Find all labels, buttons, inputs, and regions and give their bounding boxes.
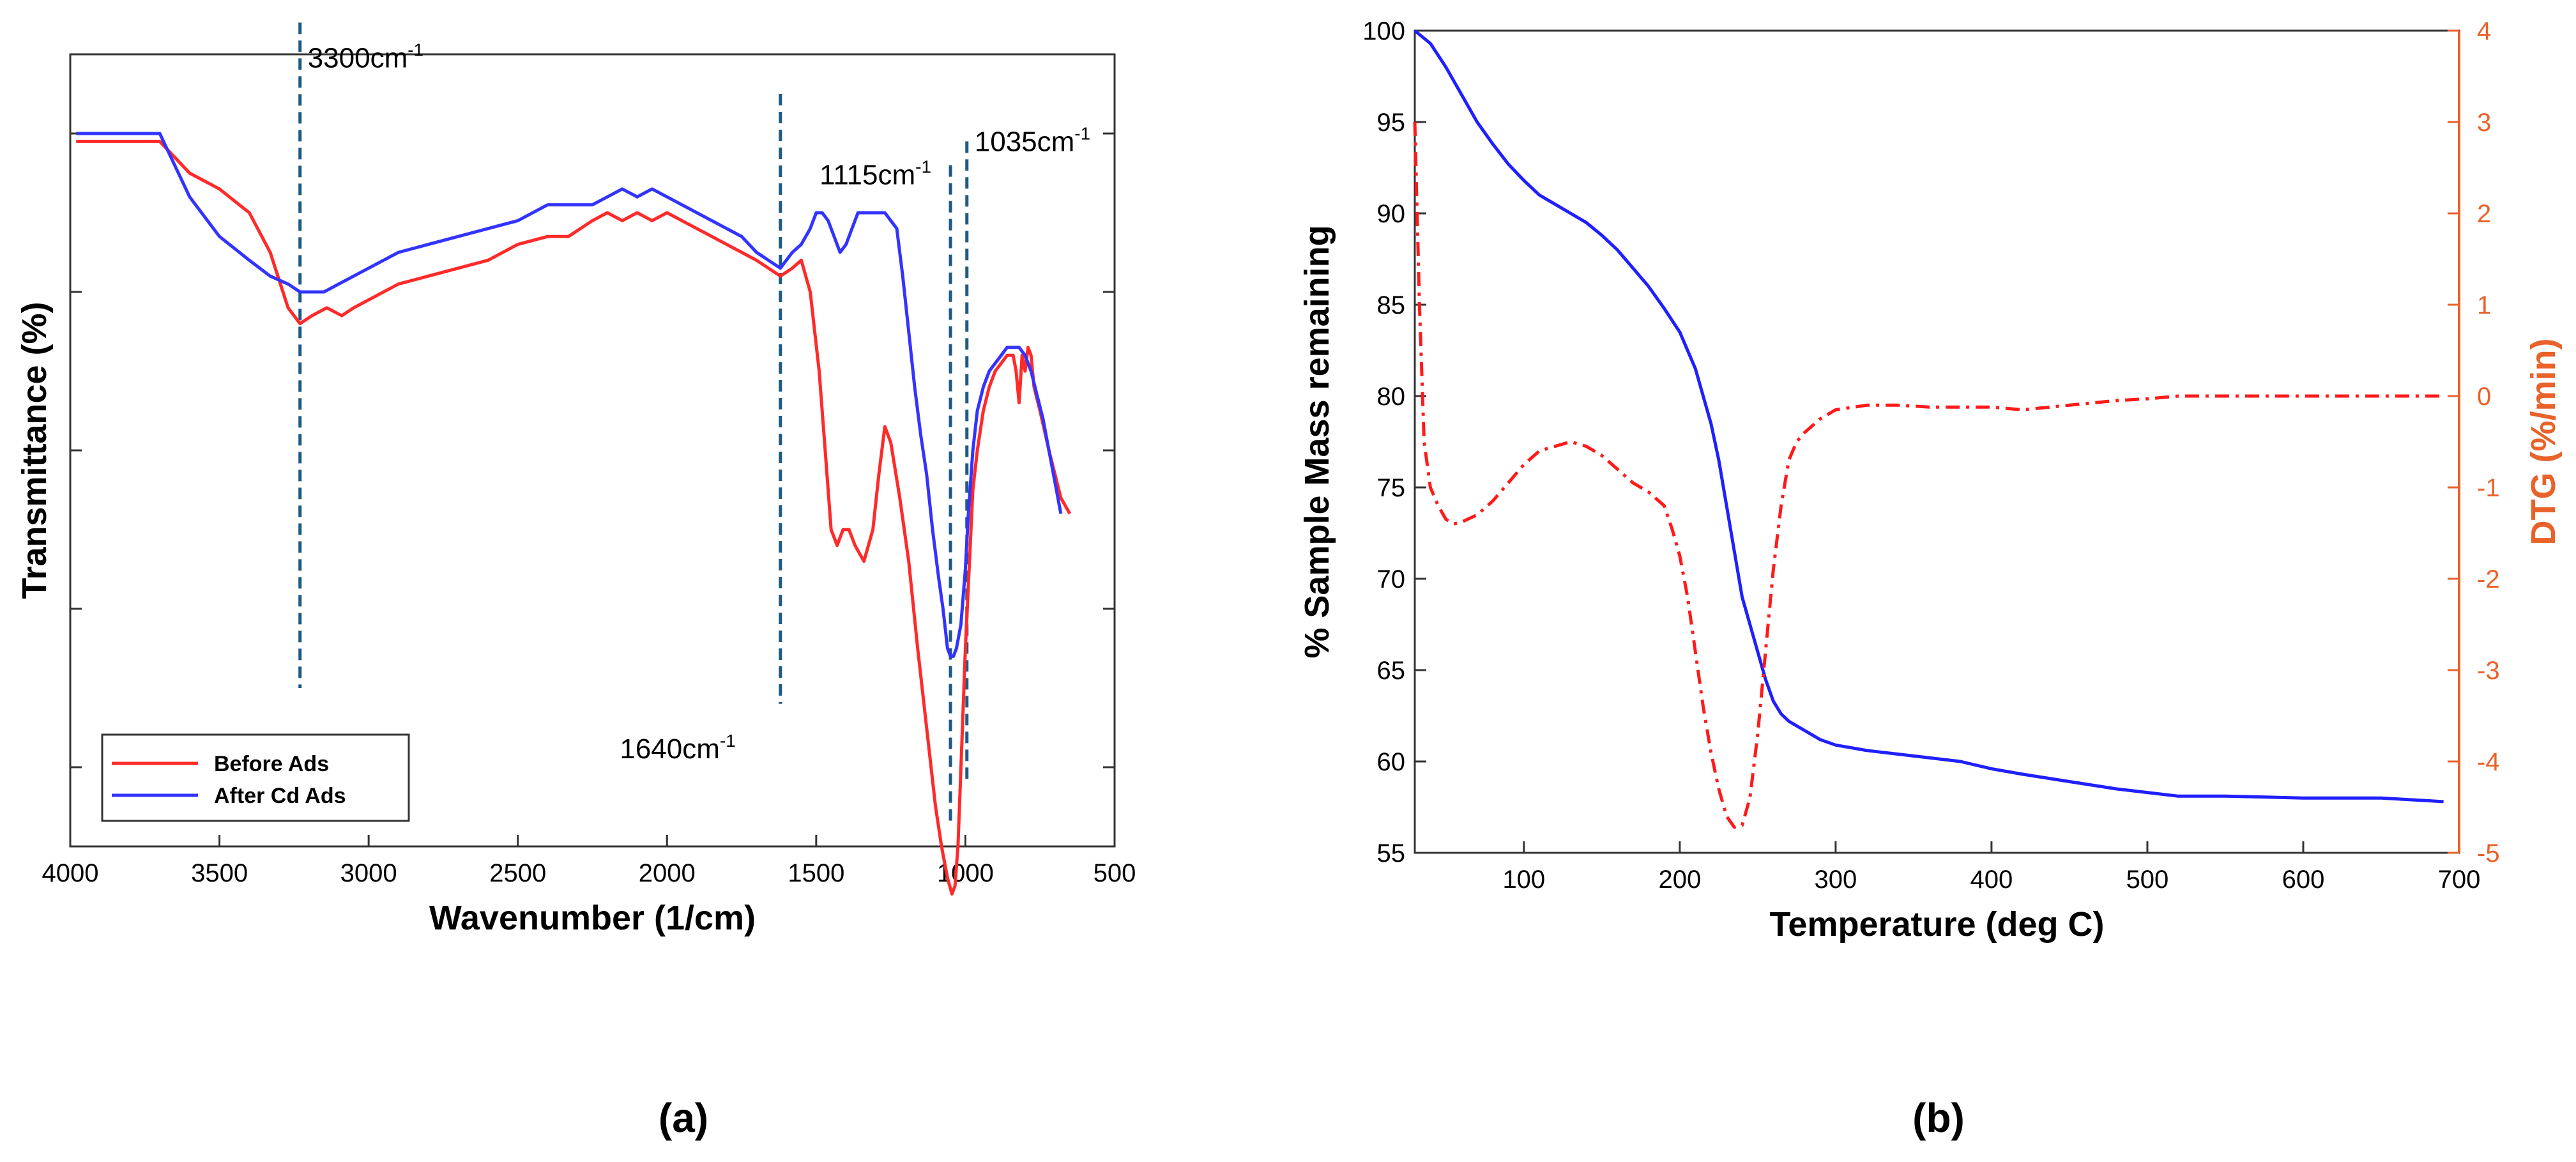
legend-entry: Before Ads bbox=[214, 752, 329, 776]
tga-right-y-tick-label: -5 bbox=[2477, 839, 2500, 868]
tga-y-tick-label: 60 bbox=[1377, 748, 1406, 776]
tga-right-y-tick-label: -2 bbox=[2477, 565, 2500, 593]
ftir-x-axis-title: Wavenumber (1/cm) bbox=[429, 899, 756, 937]
panel-label-b: (b) bbox=[1912, 1095, 1965, 1141]
ftir-x-ticks: 4000 3500 3000 2500 2000 1500 1000 500 bbox=[42, 835, 1136, 887]
tga-x-tick-label: 400 bbox=[1970, 866, 2013, 894]
series-line-after-cd-ads bbox=[76, 132, 1063, 658]
tga-x-tick-label: 200 bbox=[1658, 866, 1701, 894]
tga-right-y-tick-label: 3 bbox=[2477, 109, 2491, 137]
legend-entry: After Cd Ads bbox=[214, 784, 346, 808]
tga-y-axis-title: % Sample Mass remaining bbox=[1298, 225, 1336, 658]
tga-right-y-tick-label: -1 bbox=[2477, 474, 2500, 502]
ftir-x-tick-label: 3500 bbox=[191, 859, 248, 887]
tga-x-tick-label: 500 bbox=[2126, 866, 2169, 894]
ftir-x-tick-label: 4000 bbox=[42, 859, 99, 887]
tga-plot-area bbox=[1414, 29, 2460, 854]
tga-y-tick-label: 90 bbox=[1377, 200, 1406, 228]
tga-chart-panel: 100 200 300 400 500 600 700 55 60 65 70 75 80 85 90 95… bbox=[1298, 17, 2563, 1141]
tga-series bbox=[1413, 29, 2444, 829]
tga-y-tick-label: 70 bbox=[1377, 565, 1406, 593]
peak-label: 1115cm-1 bbox=[819, 157, 931, 191]
ftir-x-tick-label: 500 bbox=[1094, 859, 1136, 887]
series-line-before-ads bbox=[76, 139, 1072, 896]
tga-x-tick-label: 300 bbox=[1815, 866, 1857, 894]
tga-right-y-tick-label: 0 bbox=[2477, 383, 2491, 411]
ftir-plot-area bbox=[69, 53, 1116, 848]
tga-x-tick-label: 600 bbox=[2282, 866, 2325, 894]
ftir-x-tick-label: 3000 bbox=[340, 859, 397, 887]
tga-right-y-tick-label: 4 bbox=[2477, 17, 2491, 45]
ftir-y-ticks bbox=[70, 132, 1115, 768]
tga-right-y-tick-label: 1 bbox=[2477, 291, 2491, 319]
tga-right-y-tick-label: 2 bbox=[2477, 200, 2491, 228]
ftir-peak-annotations: 3300cm-1 1640cm-1 1115cm-1 1035cm-1 bbox=[298, 22, 1090, 823]
tga-right-y-tick-label: -3 bbox=[2477, 657, 2500, 685]
ftir-y-axis-title: Transmittance (%) bbox=[15, 302, 54, 599]
ftir-x-tick-label: 1500 bbox=[788, 859, 844, 887]
ftir-x-tick-label: 2500 bbox=[489, 859, 546, 887]
tga-y-ticks: 55 60 65 70 75 80 85 90 95 100 bbox=[1362, 17, 1426, 868]
tga-x-ticks: 100 200 300 400 500 600 700 bbox=[1502, 841, 2480, 894]
legend-box bbox=[101, 733, 410, 822]
tga-x-tick-label: 700 bbox=[2438, 866, 2481, 894]
tga-y-tick-label: 75 bbox=[1377, 474, 1406, 502]
ftir-x-tick-label: 2000 bbox=[639, 859, 696, 887]
series-line-dtg bbox=[1413, 121, 2444, 829]
tga-x-axis-title: Temperature (deg C) bbox=[1769, 905, 2104, 944]
peak-label: 1640cm-1 bbox=[620, 731, 735, 765]
tga-x-tick-label: 100 bbox=[1502, 866, 1545, 894]
tga-y-tick-label: 95 bbox=[1377, 109, 1406, 137]
series-line-mass-remaining bbox=[1414, 29, 2444, 804]
peak-label: 1035cm-1 bbox=[975, 123, 1090, 157]
tga-right-y-ticks: -5 -4 -3 -2 -1 0 1 2 3 4 bbox=[2448, 17, 2500, 868]
ftir-legend: Before Ads After Cd Ads bbox=[101, 733, 410, 822]
tga-right-y-tick-label: -4 bbox=[2477, 748, 2500, 776]
tga-y-tick-label: 80 bbox=[1377, 383, 1406, 411]
ftir-chart-panel: 4000 3500 3000 2500 2000 1500 1000 500 3300cm-1… bbox=[15, 22, 1136, 1141]
tga-y-tick-label: 65 bbox=[1377, 657, 1406, 685]
ftir-series bbox=[76, 132, 1072, 896]
tga-y-tick-label: 55 bbox=[1377, 839, 1406, 868]
tga-y-tick-label: 85 bbox=[1377, 291, 1406, 319]
tga-y-tick-label: 100 bbox=[1362, 17, 1405, 45]
tga-right-y-axis-title: DTG (%/min) bbox=[2524, 339, 2563, 546]
panel-label-a: (a) bbox=[659, 1095, 708, 1141]
peak-label: 3300cm-1 bbox=[308, 40, 423, 73]
